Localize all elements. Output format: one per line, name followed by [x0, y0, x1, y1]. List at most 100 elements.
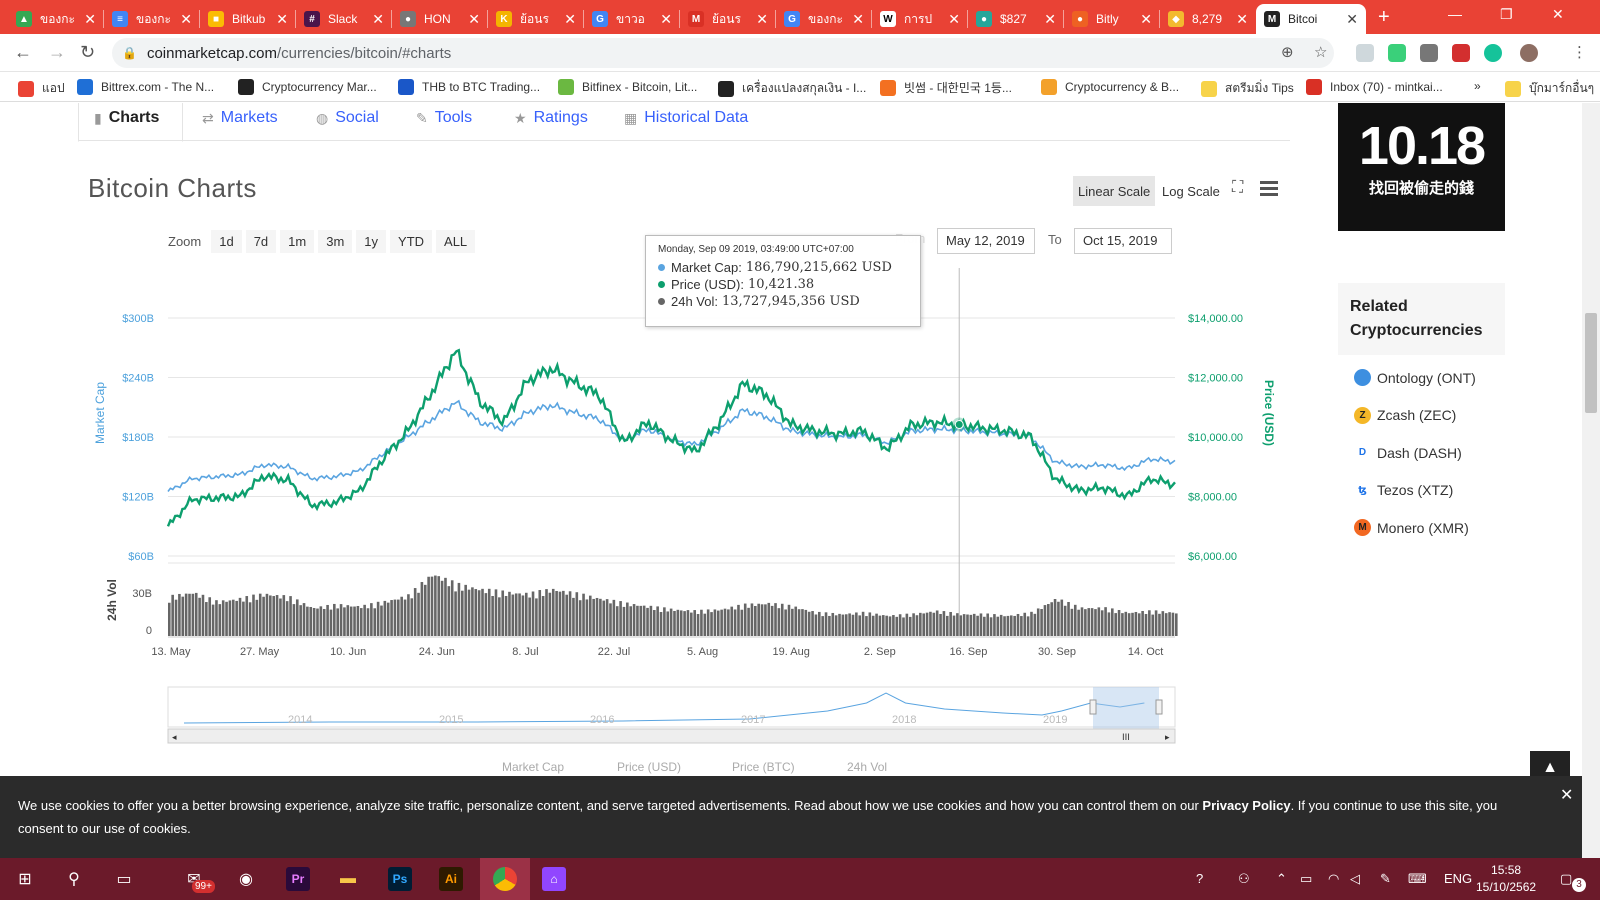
related-item[interactable]: Ontology (ONT)	[1354, 369, 1476, 386]
scrollbar-thumb[interactable]	[1585, 313, 1597, 413]
grammarly-icon[interactable]	[1484, 44, 1502, 62]
tab-close-icon[interactable]: ✕	[276, 10, 288, 27]
bookmark-item[interactable]: Cryptocurrency & B...	[1041, 79, 1179, 95]
tab-close-icon[interactable]: ✕	[852, 10, 864, 27]
tab-close-icon[interactable]: ✕	[468, 10, 480, 27]
tab-close-icon[interactable]: ✕	[660, 10, 672, 27]
scroll-left-icon[interactable]: ◂	[172, 733, 177, 743]
keyboard-icon[interactable]: ⌨	[1408, 871, 1427, 886]
to-date-input[interactable]: Oct 15, 2019	[1074, 228, 1172, 254]
minimize-icon[interactable]: —	[1448, 6, 1462, 22]
chrome-icon[interactable]	[493, 867, 517, 891]
tab-charts[interactable]: ▮ Charts	[94, 109, 159, 127]
premiere-icon[interactable]: Pr	[286, 867, 310, 891]
tab-markets[interactable]: ⇄ Markets	[202, 109, 278, 127]
add-icon[interactable]: ⊕	[1281, 44, 1294, 61]
bookmark-item[interactable]: เครื่องแปลงสกุลเงิน - I...	[718, 79, 866, 98]
reload-icon[interactable]: ↻	[80, 42, 96, 62]
navigator-handle-right[interactable]	[1155, 699, 1163, 715]
bookmark-item[interactable]: 빗썸 - 대한민국 1등...	[880, 79, 1012, 96]
vpn-extension-icon[interactable]	[1388, 44, 1406, 62]
bookmark-item[interactable]: บุ๊กมาร์กอื่นๆ	[1505, 79, 1594, 98]
navigator-handle-left[interactable]	[1089, 699, 1097, 715]
browser-tab[interactable]: ≡ ของกะ ✕	[104, 4, 200, 34]
legend-item[interactable]: Price (USD)	[617, 760, 681, 774]
windows-start-icon[interactable]: ⊞	[18, 871, 32, 888]
browser-tab[interactable]: ▲ ของกะ ✕	[8, 4, 104, 34]
browser-tab[interactable]: M ย้อนร ✕	[680, 4, 776, 34]
close-window-icon[interactable]: ✕	[1552, 6, 1564, 22]
cookie-close-icon[interactable]: ✕	[1560, 787, 1574, 804]
volume-icon[interactable]: ◁	[1350, 871, 1360, 886]
zoom-button[interactable]: 3m	[318, 230, 353, 253]
scroll-right-icon[interactable]: ▸	[1165, 733, 1170, 743]
zoom-button[interactable]: 1y	[356, 230, 387, 253]
zoom-button[interactable]: 7d	[245, 230, 277, 253]
bookmark-item[interactable]: Bitfinex - Bitcoin, Lit...	[558, 79, 697, 95]
task-view-icon[interactable]: ▭	[116, 871, 132, 888]
people-icon[interactable]: ⚇	[1238, 871, 1250, 886]
browser-tab[interactable]: ● HON ✕	[392, 4, 488, 34]
browser-tab[interactable]: ◆ 8,279 ✕	[1160, 4, 1256, 34]
bookmark-item[interactable]: THB to BTC Trading...	[398, 79, 540, 95]
tab-close-icon[interactable]: ✕	[1140, 10, 1152, 27]
browser-tab[interactable]: ● Bitly ✕	[1064, 4, 1160, 34]
wifi-icon[interactable]: ◠	[1328, 871, 1340, 886]
clock[interactable]: 15:58 15/10/2562	[1476, 862, 1536, 896]
zoom-button[interactable]: YTD	[390, 230, 433, 253]
browser-tab[interactable]: M Bitcoi ✕	[1256, 4, 1366, 34]
forward-icon[interactable]: →	[48, 42, 66, 62]
bookmark-item[interactable]: แอป	[18, 79, 65, 98]
browser-tab[interactable]: G ขาวอ ✕	[584, 4, 680, 34]
pen-icon[interactable]: ✎	[1380, 871, 1391, 886]
legend-item[interactable]: Market Cap	[502, 760, 564, 774]
browser-tab[interactable]: G ของกะ ✕	[776, 4, 872, 34]
tab-close-icon[interactable]: ✕	[372, 10, 384, 27]
illustrator-icon[interactable]: Ai	[439, 867, 463, 891]
page-scrollbar[interactable]	[1582, 103, 1600, 858]
tab-close-icon[interactable]: ✕	[756, 10, 768, 27]
tab-ratings[interactable]: ★ Ratings	[514, 109, 588, 127]
fullscreen-icon[interactable]: ⛶	[1232, 179, 1244, 196]
tab-close-icon[interactable]: ✕	[1346, 10, 1358, 27]
photoshop-icon[interactable]: Ps	[388, 867, 412, 891]
search-icon[interactable]: ⚲	[68, 871, 80, 888]
tab-close-icon[interactable]: ✕	[1236, 10, 1248, 27]
bitcoin-chart[interactable]: $300B $240B $180B $120B $60B $14,000.00 $12,00…	[0, 103, 1300, 776]
camera-icon[interactable]	[1420, 44, 1438, 62]
tab-close-icon[interactable]: ✕	[564, 10, 576, 27]
notifications-icon[interactable]: ▢	[1560, 871, 1573, 886]
log-scale-button[interactable]: Log Scale	[1162, 183, 1220, 199]
zoom-button[interactable]: 1m	[280, 230, 315, 253]
extension-icon[interactable]	[1356, 44, 1374, 62]
new-tab-button[interactable]: +	[1378, 6, 1390, 28]
linear-scale-button[interactable]: Linear Scale	[1073, 176, 1156, 206]
bookmark-item[interactable]: »	[1474, 79, 1481, 93]
bookmark-item[interactable]: Cryptocurrency Mar...	[238, 79, 377, 95]
maximize-icon[interactable]: ❐	[1500, 6, 1513, 22]
related-item[interactable]: Z Zcash (ZEC)	[1354, 406, 1456, 424]
url-field[interactable]: 🔒 coinmarketcap.com/currencies/bitcoin/#…	[112, 38, 1334, 68]
privacy-policy-link[interactable]: Privacy Policy	[1202, 798, 1291, 813]
tab-close-icon[interactable]: ✕	[948, 10, 960, 27]
related-item[interactable]: M Monero (XMR)	[1354, 519, 1469, 536]
bookmark-item[interactable]: Bittrex.com - The N...	[77, 79, 214, 95]
record-extension-icon[interactable]	[1452, 44, 1470, 62]
legend-item[interactable]: 24h Vol	[847, 760, 887, 774]
more-menu-icon[interactable]: ⋮	[1572, 44, 1587, 61]
language-indicator[interactable]: ENG	[1444, 871, 1473, 886]
hamburger-menu-icon[interactable]	[1260, 181, 1278, 199]
from-date-input[interactable]: May 12, 2019	[937, 228, 1035, 254]
tab-social[interactable]: ◍ Social	[316, 109, 379, 127]
zoom-button[interactable]: 1d	[211, 230, 242, 253]
zoom-button[interactable]: ALL	[436, 230, 476, 253]
star-icon[interactable]: ☆	[1314, 44, 1328, 61]
related-item[interactable]: D Dash (DASH)	[1354, 444, 1462, 461]
browser-tab[interactable]: ● $827 ✕	[968, 4, 1064, 34]
battery-icon[interactable]: ▭	[1300, 871, 1313, 886]
browser-tab[interactable]: # Slack ✕	[296, 4, 392, 34]
scroll-grip-icon[interactable]: III	[1122, 733, 1130, 743]
help-icon[interactable]: ?	[1196, 871, 1204, 886]
related-item[interactable]: ꜩ Tezos (XTZ)	[1354, 481, 1453, 499]
browser-tab[interactable]: W การป ✕	[872, 4, 968, 34]
